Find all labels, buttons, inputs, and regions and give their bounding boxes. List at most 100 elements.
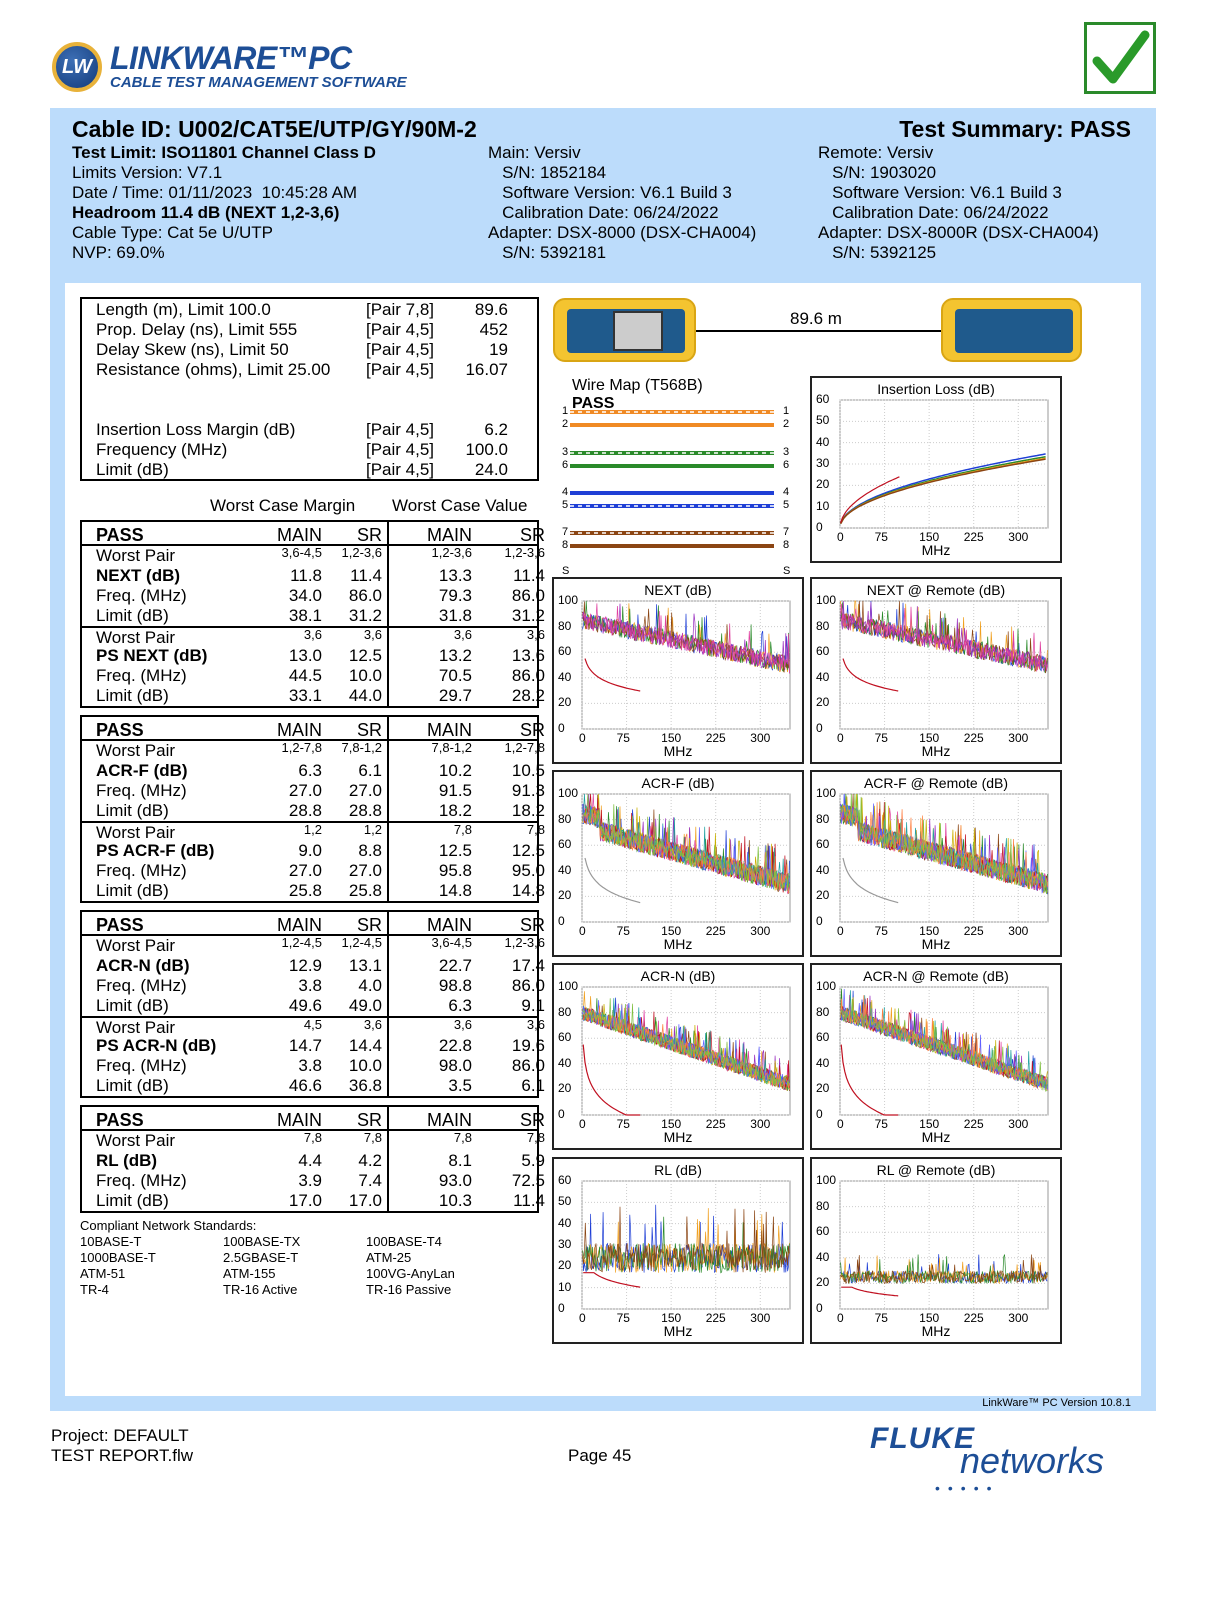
fluke-logo-dots: ••••• [935,1480,1000,1496]
table-row: Limit (dB) 38.1 31.2 31.8 31.2 [82,606,545,626]
x-tick-label: 300 [1008,1311,1029,1325]
cell-value: 10.2 [438,761,472,780]
table-row: Worst Pair 3,6 3,6 3,6 3,6 [82,626,545,647]
left-info-line: NVP: 69.0% [72,243,165,262]
pin-number: 1 [562,405,569,417]
left-info-line: Cable Type: Cat 5e U/UTP [72,223,273,242]
left-info-line: Limits Version: V7.1 [72,163,223,182]
table-row: Limit (dB) 33.1 44.0 29.7 28.2 [82,686,545,706]
y-tick-label: 60 [558,837,572,852]
main-info-line: S/N: 5392181 [488,243,607,262]
row-label: Freq. (MHz) [96,586,187,605]
y-tick-label: 60 [816,644,830,659]
cell-value: 10.0 [348,1056,382,1075]
x-tick-label: 150 [919,1117,940,1131]
chart-title: RL (dB) [654,1162,702,1178]
pin-number: 7 [783,526,790,538]
linkware-logo-mark: LW [52,42,102,92]
cell-value: 93.0 [438,1171,472,1190]
cell-value: 7,8 [526,822,545,837]
plot-area [839,1180,1049,1310]
measurement-value: 89.6 [474,300,508,319]
series-line [840,793,1048,894]
network-standard: 100VG-AnyLan [366,1266,455,1281]
cell-value: 95.0 [511,861,545,880]
cable-link-line [696,330,942,332]
column-header: MAIN [277,525,322,545]
x-tick-label: 300 [1008,924,1029,938]
x-tick-label: 0 [579,924,586,938]
pin-number: 4 [562,486,569,498]
network-standard: 1000BASE-T [80,1250,156,1265]
file-name: TEST REPORT.flw [51,1446,194,1465]
wire-map-diagram [570,410,774,548]
x-tick-label: 0 [837,1311,844,1325]
measurement-pair: [Pair 4,5] [366,340,435,359]
cell-value: 18.2 [438,801,472,820]
series-line [839,453,1046,524]
series-line [582,603,790,674]
table-header-row: PASS MAIN SR MAIN SR [82,717,545,741]
x-axis-label: MHz [663,936,693,952]
pin-number: 8 [562,539,569,551]
table-row: Limit (dB) 28.8 28.8 18.2 18.2 [82,801,545,821]
chart-acrf_r: ACR-F @ Remote (dB) MHz 0 20 40 60 80 100 0 75 150… [810,770,1062,957]
row-label: Worst Pair [96,741,176,760]
remote-info-line: S/N: 1903020 [818,163,937,182]
measurement-pair: [Pair 4,5] [366,420,435,439]
pin-number: 3 [562,446,569,458]
measurement-label: Frequency (MHz) [96,440,228,459]
cell-value: 9.1 [521,996,545,1015]
wire-map-result: PASS [572,395,615,412]
table-row: Freq. (MHz) 27.0 27.0 91.5 91.3 [82,781,545,801]
y-tick-label: 100 [816,1173,837,1187]
cell-value: 10.0 [348,666,382,685]
table-row: Freq. (MHz) 44.5 10.0 70.5 86.0 [82,666,545,686]
table-row: PS ACR-N (dB) 14.7 14.4 22.8 19.6 [82,1036,545,1056]
pin-number: 3 [783,446,790,458]
left-info-line: Test Limit: ISO11801 Channel Class D [72,143,376,162]
table-row: Limit (dB) 17.0 17.0 10.3 11.4 [82,1191,545,1211]
network-standard: 100BASE-T4 [366,1234,442,1249]
x-axis-label: MHz [663,743,693,759]
fluke-logo-bottom: networks [960,1440,1105,1481]
table-row: Worst Pair 7,8 7,8 7,8 7,8 [82,1130,545,1151]
cell-value: 28.8 [288,801,322,820]
series-line [582,998,790,1089]
cell-value: 8.8 [358,841,382,860]
remote-unit-info: Remote: Versiv S/N: 1903020 Software Ver… [818,143,1099,263]
column-header: MAIN [277,915,322,935]
cell-value: 22.8 [438,1036,472,1055]
linkware-logo-title: LINKWARE™PC [110,40,352,76]
measurement-value: 16.07 [465,360,508,379]
y-tick-label: 20 [816,888,830,903]
y-tick-label: 20 [558,888,572,903]
project-name: Project: DEFAULT [51,1426,189,1445]
row-label: Worst Pair [96,628,176,647]
row-label: RL (dB) [96,1151,158,1170]
page-number: Page 45 [568,1446,632,1465]
measurement-value: 100.0 [465,440,508,459]
chart-title: NEXT @ Remote (dB) [866,582,1006,598]
cell-value: 7,8 [363,1130,382,1145]
cell-value: 14.8 [511,881,545,900]
y-tick-label: 0 [558,914,565,928]
cell-value: 14.4 [348,1036,382,1055]
left-info-line: Headroom 11.4 dB (NEXT 1,2-3,6) [72,203,340,222]
series-line [582,1206,790,1273]
cell-value: 11.4 [350,566,382,585]
row-label: Worst Pair [96,1131,176,1150]
y-tick-label: 20 [558,695,572,710]
x-tick-label: 0 [837,530,844,544]
chart-acrn: ACR-N (dB) MHz 0 20 40 60 80 100 0 75 150 225 300 [552,963,804,1150]
x-tick-label: 225 [963,1117,984,1131]
chart-title: ACR-F @ Remote (dB) [863,775,1009,791]
column-header: SR [356,720,382,740]
y-tick-label: 0 [816,914,823,928]
table-row: Worst Pair 4,5 3,6 3,6 3,6 [82,1016,545,1037]
limit-line [583,1272,641,1288]
chart-rl: RL (dB) MHz 0 10 20 30 40 50 60 0 75 150 225 300 [552,1157,804,1344]
cell-value: 6.1 [521,1076,545,1095]
x-tick-label: 0 [837,731,844,745]
x-tick-label: 150 [661,924,682,938]
